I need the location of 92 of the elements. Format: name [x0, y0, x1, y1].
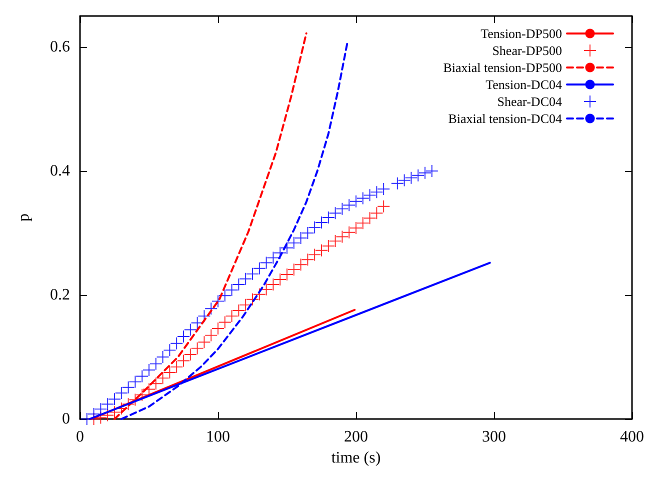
point	[260, 283, 272, 296]
x-axis-title: time (s)	[331, 449, 381, 466]
point	[412, 169, 424, 182]
y-tick-label: 0.6	[50, 38, 70, 56]
point	[398, 174, 410, 186]
point	[426, 165, 438, 177]
point	[212, 322, 224, 334]
point	[294, 258, 307, 271]
point	[364, 212, 376, 224]
point	[136, 370, 148, 382]
point	[281, 268, 293, 281]
point	[164, 344, 176, 356]
point	[156, 351, 169, 363]
point	[316, 216, 328, 228]
point	[150, 378, 162, 390]
point	[184, 324, 196, 336]
y-axis-title: p	[16, 214, 32, 222]
point	[191, 342, 204, 354]
legend-label: Biaxial tension-DP500	[443, 60, 562, 75]
point	[329, 235, 342, 248]
point	[294, 232, 307, 244]
point	[198, 336, 210, 348]
point	[370, 186, 383, 198]
point	[364, 189, 376, 202]
point	[170, 337, 183, 350]
point	[246, 268, 258, 280]
point	[205, 329, 218, 342]
point	[226, 310, 238, 322]
x-tick-label: 100	[206, 428, 230, 446]
point	[267, 278, 280, 290]
y-tick-label: 0.2	[50, 286, 70, 304]
point	[350, 195, 362, 208]
point	[288, 236, 300, 249]
x-tick-label: 200	[344, 428, 368, 446]
point	[129, 376, 142, 388]
legend-label: Shear-DP500	[492, 43, 562, 58]
point	[391, 177, 404, 190]
point	[218, 290, 231, 302]
point	[94, 403, 107, 416]
legend-label: Tension-DP500	[480, 26, 562, 41]
point	[302, 254, 314, 266]
legend-label: Tension-DC04	[486, 77, 562, 92]
point	[356, 192, 369, 204]
point	[232, 304, 245, 316]
point	[253, 262, 266, 274]
legend-label: Shear-DC04	[497, 94, 562, 109]
y-tick-label: 0.4	[50, 162, 70, 180]
point	[343, 226, 356, 238]
point	[184, 348, 196, 361]
point	[274, 274, 286, 286]
point	[88, 408, 100, 420]
x-tick-label: 0	[76, 428, 84, 446]
point	[288, 264, 300, 276]
point	[212, 295, 224, 308]
point	[356, 217, 369, 230]
x-tick-label: 400	[620, 428, 644, 446]
point	[322, 212, 334, 224]
point	[156, 372, 169, 384]
point	[370, 207, 383, 220]
point	[378, 200, 390, 212]
point	[108, 393, 120, 406]
point	[322, 240, 334, 252]
point	[150, 358, 162, 370]
legend-label: Biaxial tension-DC04	[448, 111, 562, 126]
point	[232, 278, 245, 290]
point	[336, 202, 348, 215]
point	[226, 284, 238, 296]
point	[308, 221, 321, 234]
point	[218, 316, 231, 328]
point	[122, 381, 134, 394]
point	[115, 386, 128, 399]
point	[240, 272, 252, 285]
point	[102, 398, 114, 410]
point	[336, 230, 348, 243]
y-tick-label: 0	[62, 410, 70, 428]
point	[267, 252, 280, 264]
point	[143, 364, 155, 376]
point	[343, 199, 356, 212]
point	[178, 354, 190, 367]
point	[240, 298, 252, 311]
point	[164, 366, 176, 378]
point	[316, 244, 328, 256]
point	[329, 207, 342, 220]
point	[308, 248, 321, 261]
point	[178, 330, 190, 343]
point	[378, 182, 390, 195]
point	[302, 227, 314, 239]
point	[350, 222, 362, 234]
point	[170, 360, 183, 373]
point	[419, 166, 431, 179]
x-tick-label: 300	[482, 428, 506, 446]
point	[405, 172, 418, 184]
